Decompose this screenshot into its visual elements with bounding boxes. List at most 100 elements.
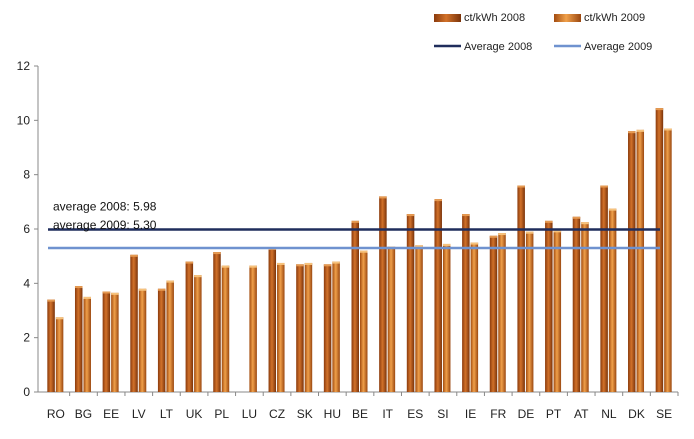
bar-cap-dk-2008 [628,131,636,134]
bar-pt-2008 [545,220,553,392]
bar-pl-2008 [213,252,221,392]
bar-cap-si-2009 [442,243,451,246]
bar-ee-2008 [102,291,111,392]
bar-cap-sk-2009 [304,262,313,265]
y-tick-label: 4 [23,276,30,290]
bar-cz-2009 [277,262,285,392]
y-tick-label: 8 [23,168,30,182]
bar-cap-pl-2008 [213,252,221,255]
x-tick-label: IT [382,407,393,421]
bar-cap-ee-2009 [111,292,119,295]
y-tick-label: 12 [17,59,31,73]
bar-cap-lv-2008 [130,254,138,257]
x-tick-label: SE [656,407,672,421]
bar-pl-2009 [221,265,230,392]
bar-cap-ie-2008 [462,214,470,217]
bar-cap-sk-2008 [296,264,304,267]
bar-cap-pl-2009 [221,265,230,268]
reference-lines: average 2008: 5.98 average 2009: 5.30 [48,200,660,250]
bar-cap-lv-2009 [138,288,147,291]
bar-lv-2008 [130,254,138,392]
reference-annotation-average-2009: average 2009: 5.30 [53,218,157,232]
bar-cap-hu-2008 [323,264,332,267]
x-tick-label: LV [132,407,146,421]
bar-cap-fr-2008 [489,235,498,238]
x-tick-label: SI [437,407,448,421]
bar-ro-2009 [55,317,64,392]
bar-cap-de-2008 [517,185,525,188]
bar-es-2008 [406,214,415,392]
bar-lv-2009 [138,288,147,392]
bar-ro-2008 [47,299,55,392]
bar-cap-bg-2009 [83,296,91,299]
bar-cap-be-2008 [351,220,359,223]
bar-at-2009 [581,222,589,392]
x-tick-label: EE [103,407,119,421]
bar-se-2009 [664,128,672,392]
bar-fr-2008 [489,235,498,392]
bar-dk-2009 [636,129,645,392]
bar-uk-2008 [185,261,194,392]
bar-be-2009 [360,250,368,392]
bar-de-2009 [525,231,534,392]
bar-hu-2009 [332,261,340,392]
legend: ct/kWh 2008 ct/kWh 2009 Average 2008 Ave… [434,12,652,53]
bar-si-2009 [442,243,451,392]
bar-cap-ro-2008 [47,299,55,302]
bar-cap-pt-2008 [545,220,553,223]
bar-cap-si-2008 [434,199,442,202]
legend-label-average-2009: Average 2009 [584,41,652,53]
bar-cap-lu-2009 [249,265,257,268]
x-tick-label: ES [407,407,423,421]
bar-cap-es-2009 [415,245,423,248]
bar-cz-2008 [268,248,277,392]
x-tick-label: LT [160,407,174,421]
legend-swatch-2008 [434,14,461,22]
bar-cap-se-2008 [655,108,664,111]
bar-pt-2009 [553,230,562,392]
bar-cap-pt-2009 [553,230,562,233]
y-tick-label: 10 [17,113,31,127]
bar-cap-hu-2009 [332,261,340,264]
bar-si-2008 [434,199,442,392]
bar-fr-2009 [498,233,506,392]
bar-lt-2009 [166,280,174,392]
bar-cap-uk-2008 [185,261,194,264]
bar-cap-bg-2008 [74,286,83,289]
x-tick-label: FR [490,407,506,421]
bar-at-2008 [572,216,581,392]
bar-nl-2009 [608,208,617,392]
x-tick-label: IE [465,407,476,421]
bar-ie-2009 [470,242,479,392]
y-tick-label: 0 [23,385,30,399]
bar-uk-2009 [194,275,202,392]
bar-cap-lt-2009 [166,280,174,283]
bar-cap-nl-2008 [600,185,608,188]
bar-ie-2008 [462,214,470,392]
x-tick-label: RO [47,407,65,421]
bar-lt-2008 [157,288,166,392]
bar-dk-2008 [628,131,636,392]
bar-cap-lt-2008 [157,288,166,291]
bar-cap-nl-2009 [608,208,617,211]
bar-nl-2008 [600,185,608,392]
axes: 0 2 4 6 8 10 12 RO BG EE LV LT UK PL LU CZ SK HU BE IT ES SI I… [17,59,679,421]
bar-cap-ee-2008 [102,291,111,294]
bar-cap-at-2008 [572,216,581,219]
legend-swatch-2009 [554,14,581,22]
bar-it-2009 [387,246,396,392]
bar-be-2008 [351,220,359,392]
bar-cap-fr-2009 [498,233,506,236]
y-tick-label: 6 [23,222,30,236]
x-tick-label: BE [352,407,368,421]
bar-sk-2009 [304,262,313,392]
x-tick-label: SK [297,407,313,421]
bar-bg-2009 [83,296,91,392]
x-tick-label: AT [574,407,589,421]
bar-lu-2009 [249,265,257,392]
bar-ee-2009 [111,292,119,392]
x-tick-label: PT [546,407,562,421]
reference-annotation-average-2008: average 2008: 5.98 [53,200,157,214]
bar-bg-2008 [74,286,83,392]
